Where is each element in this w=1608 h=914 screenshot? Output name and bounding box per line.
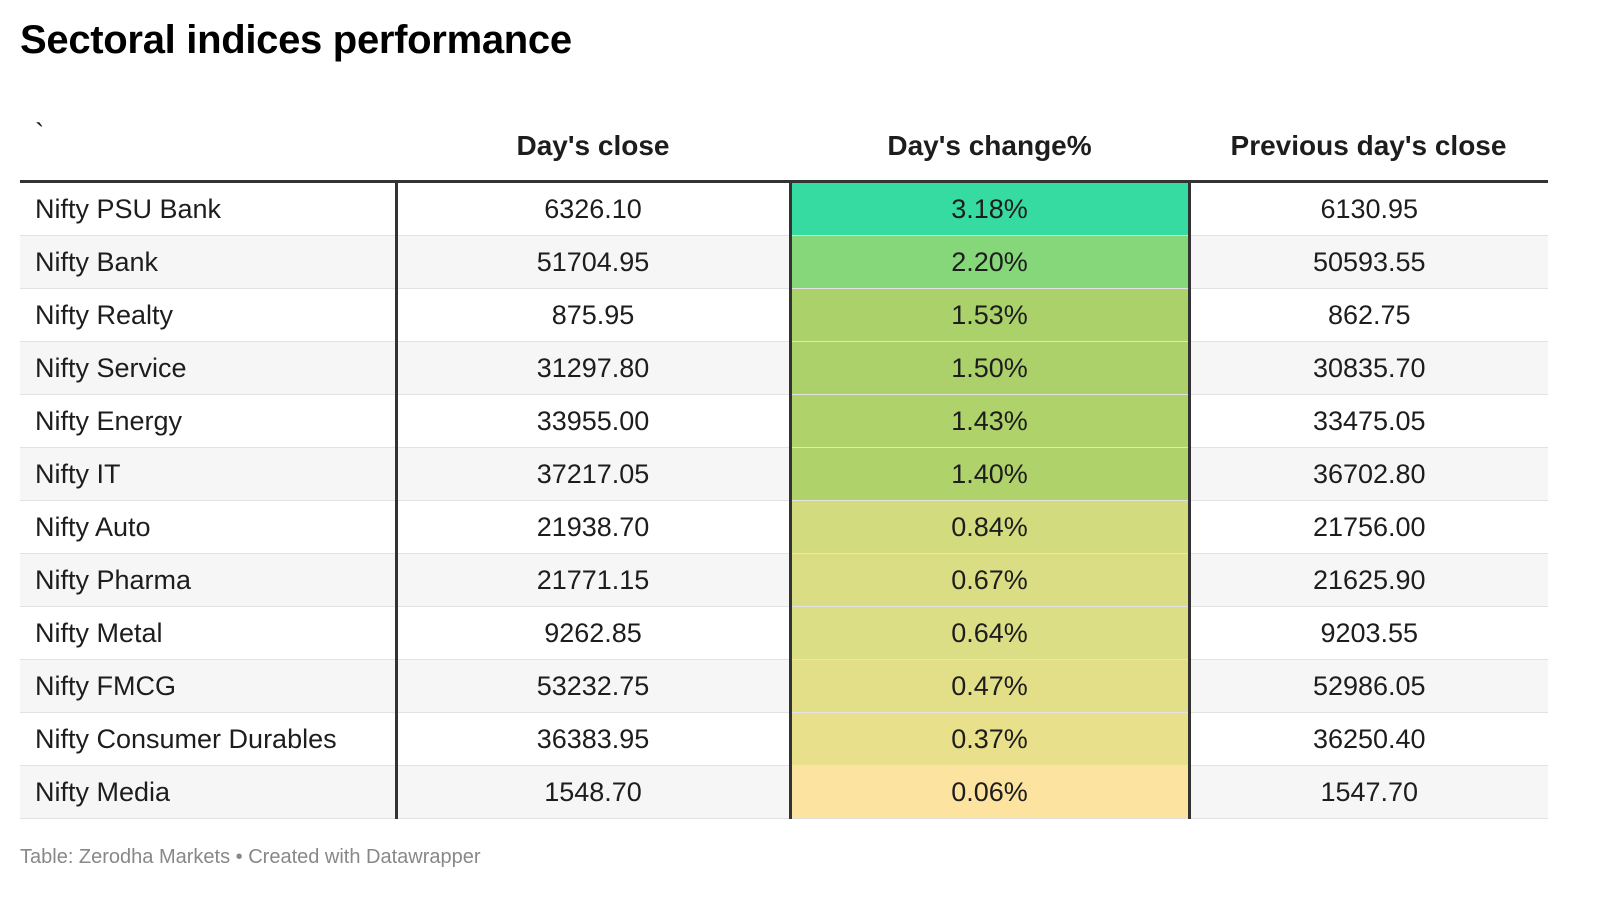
day-close-cell: 53232.75 xyxy=(394,659,790,713)
previous-close-cell: 36702.80 xyxy=(1189,447,1548,501)
table-row: Nifty FMCG 53232.75 0.47% 52986.05 xyxy=(20,659,1548,713)
table-row: Nifty Service 31297.80 1.50% 30835.70 xyxy=(20,341,1548,395)
index-name-cell: Nifty Auto xyxy=(20,500,396,554)
index-name-cell: Nifty Media xyxy=(20,765,396,819)
index-name-cell: Nifty Service xyxy=(20,341,396,395)
previous-close-cell: 6130.95 xyxy=(1189,181,1548,236)
table-row: Nifty Energy 33955.00 1.43% 33475.05 xyxy=(20,394,1548,448)
header-row: ` Day's close Day's change% Previous day… xyxy=(20,112,1548,183)
index-name-cell: Nifty FMCG xyxy=(20,659,396,713)
day-close-cell: 6326.10 xyxy=(394,181,790,236)
source-footer: Table: Zerodha Markets • Created with Da… xyxy=(20,846,481,868)
table-body: Nifty PSU Bank 6326.10 3.18% 6130.95 Nifty B… xyxy=(20,181,1548,819)
day-close-cell: 33955.00 xyxy=(394,394,790,448)
index-name-cell: Nifty Realty xyxy=(20,288,396,342)
day-change-cell: 2.20% xyxy=(788,235,1191,289)
day-change-cell: 1.40% xyxy=(788,447,1191,501)
previous-close-cell: 52986.05 xyxy=(1189,659,1548,713)
index-name-cell: Nifty Bank xyxy=(20,235,396,289)
sectoral-table: ` Day's close Day's change% Previous day… xyxy=(20,112,1548,819)
table-row: Nifty Realty 875.95 1.53% 862.75 xyxy=(20,288,1548,342)
index-name-cell: Nifty PSU Bank xyxy=(20,181,396,236)
table-row: Nifty Pharma 21771.15 0.67% 21625.90 xyxy=(20,553,1548,607)
table-row: Nifty Auto 21938.70 0.84% 21756.00 xyxy=(20,500,1548,554)
column-header-prev-close: Previous day's close xyxy=(1189,112,1548,183)
chart-title: Sectoral indices performance xyxy=(20,18,572,62)
previous-close-cell: 21625.90 xyxy=(1189,553,1548,607)
table-row: Nifty IT 37217.05 1.40% 36702.80 xyxy=(20,447,1548,501)
day-close-cell: 21938.70 xyxy=(394,500,790,554)
previous-close-cell: 30835.70 xyxy=(1189,341,1548,395)
table-row: Nifty PSU Bank 6326.10 3.18% 6130.95 xyxy=(20,181,1548,236)
table-row: Nifty Consumer Durables 36383.95 0.37% 3625… xyxy=(20,712,1548,766)
day-close-cell: 1548.70 xyxy=(394,765,790,819)
previous-close-cell: 9203.55 xyxy=(1189,606,1548,660)
day-close-cell: 37217.05 xyxy=(394,447,790,501)
index-name-cell: Nifty Metal xyxy=(20,606,396,660)
day-change-cell: 1.53% xyxy=(788,288,1191,342)
column-header-change: Day's change% xyxy=(790,112,1189,183)
previous-close-cell: 33475.05 xyxy=(1189,394,1548,448)
day-close-cell: 875.95 xyxy=(394,288,790,342)
day-change-cell: 0.84% xyxy=(788,500,1191,554)
table-row: Nifty Bank 51704.95 2.20% 50593.55 xyxy=(20,235,1548,289)
index-name-cell: Nifty IT xyxy=(20,447,396,501)
index-name-cell: Nifty Pharma xyxy=(20,553,396,607)
day-change-cell: 0.47% xyxy=(788,659,1191,713)
day-close-cell: 21771.15 xyxy=(394,553,790,607)
day-close-cell: 51704.95 xyxy=(394,235,790,289)
index-name-cell: Nifty Energy xyxy=(20,394,396,448)
table-row: Nifty Media 1548.70 0.06% 1547.70 xyxy=(20,765,1548,819)
previous-close-cell: 36250.40 xyxy=(1189,712,1548,766)
day-change-cell: 0.64% xyxy=(788,606,1191,660)
index-name-cell: Nifty Consumer Durables xyxy=(20,712,396,766)
day-close-cell: 9262.85 xyxy=(394,606,790,660)
column-header-name: ` xyxy=(20,112,396,183)
day-change-cell: 3.18% xyxy=(788,181,1191,236)
previous-close-cell: 50593.55 xyxy=(1189,235,1548,289)
day-change-cell: 1.50% xyxy=(788,341,1191,395)
day-change-cell: 0.37% xyxy=(788,712,1191,766)
previous-close-cell: 862.75 xyxy=(1189,288,1548,342)
column-header-close: Day's close xyxy=(396,112,790,183)
day-close-cell: 31297.80 xyxy=(394,341,790,395)
table-row: Nifty Metal 9262.85 0.64% 9203.55 xyxy=(20,606,1548,660)
day-change-cell: 0.06% xyxy=(788,765,1191,819)
previous-close-cell: 1547.70 xyxy=(1189,765,1548,819)
day-close-cell: 36383.95 xyxy=(394,712,790,766)
day-change-cell: 1.43% xyxy=(788,394,1191,448)
previous-close-cell: 21756.00 xyxy=(1189,500,1548,554)
day-change-cell: 0.67% xyxy=(788,553,1191,607)
